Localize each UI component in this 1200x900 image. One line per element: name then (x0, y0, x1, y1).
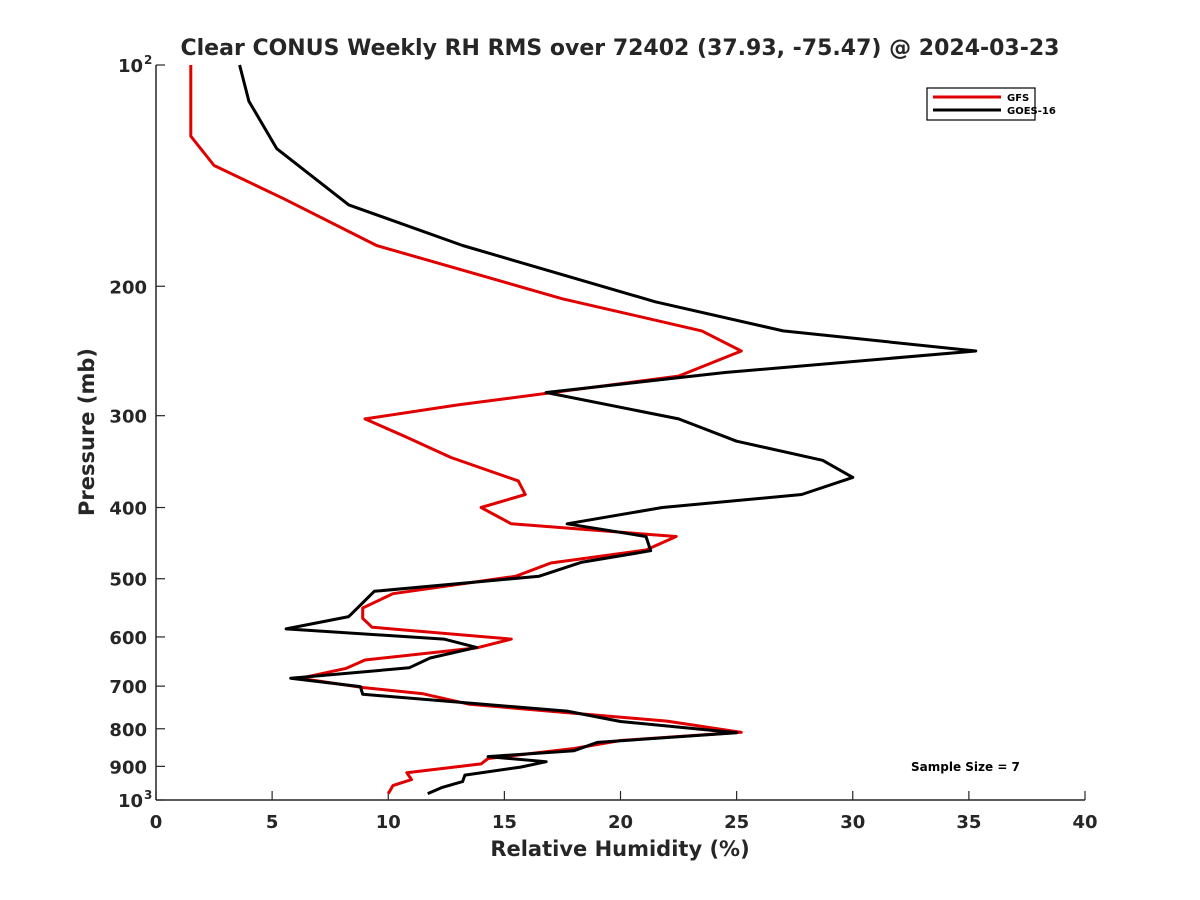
y-tick-label-1000: 10 (118, 791, 143, 812)
x-tick-label-5: 5 (266, 812, 279, 833)
y-tick-exponent-100: 2 (144, 53, 152, 67)
y-tick-label-700: 700 (109, 677, 147, 698)
legend-box (926, 87, 1036, 121)
y-tick-label-500: 500 (109, 570, 147, 591)
x-tick-label-25: 25 (724, 812, 749, 833)
chart-title: Clear CONUS Weekly RH RMS over 72402 (37… (181, 36, 1060, 61)
series-line-gfs (189, 65, 743, 795)
x-axis-label: Relative Humidity (%) (490, 837, 749, 861)
x-tick-label-10: 10 (376, 812, 401, 833)
legend: GFS GOES-16 (926, 87, 1056, 121)
x-tick-label-40: 40 (1072, 812, 1097, 833)
sample-size-annotation: Sample Size = 7 (911, 760, 1020, 774)
y-tick-label-200: 200 (109, 277, 147, 298)
x-tick-label-0: 0 (150, 812, 163, 833)
legend-label-goes16: GOES-16 (1007, 106, 1056, 117)
y-tick-exponent-1000: 3 (144, 788, 152, 802)
y-tick-label-400: 400 (109, 499, 147, 520)
x-tick-label-30: 30 (840, 812, 865, 833)
y-tick-label-100: 10 (118, 56, 143, 77)
series-line-goes16 (238, 64, 978, 795)
x-tick-label-20: 20 (608, 812, 633, 833)
y-tick-label-300: 300 (109, 407, 147, 428)
x-tick-label-35: 35 (956, 812, 981, 833)
y-tick-label-800: 800 (109, 720, 147, 741)
x-tick-label-15: 15 (492, 812, 517, 833)
y-axis-label: Pressure (mb) (75, 348, 99, 516)
legend-label-gfs: GFS (1007, 93, 1029, 104)
y-tick-label-600: 600 (109, 628, 147, 649)
y-tick-label-900: 900 (109, 757, 147, 778)
